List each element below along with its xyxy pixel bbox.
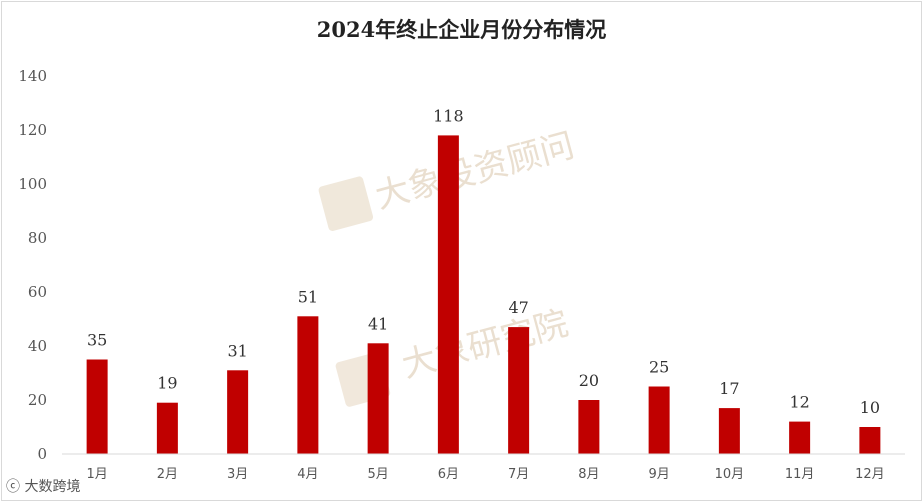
footer-brand-text: 大数跨境: [24, 479, 81, 495]
bar: [789, 421, 811, 454]
x-tick-label: 10月: [715, 467, 745, 482]
data-label: 25: [649, 358, 669, 377]
x-tick-label: 2月: [157, 467, 178, 482]
data-label: 20: [579, 371, 599, 390]
data-label: 17: [719, 379, 739, 398]
y-axis: 0 20 40 60 80 100 120 140: [18, 67, 47, 463]
watermark-text-2: 大象研究院: [398, 303, 573, 386]
y-tick-label: 120: [18, 121, 47, 139]
x-tick-label: 4月: [297, 467, 318, 482]
bar: [367, 343, 389, 454]
x-tick-label: 3月: [227, 467, 248, 482]
bars: 35 19 31 51 41 118 47 20 25 17 12 10: [86, 106, 881, 454]
data-label: 35: [87, 331, 107, 350]
y-tick-label: 20: [28, 391, 47, 409]
bar: [297, 316, 319, 454]
bar: [508, 327, 530, 454]
chart-title: 2024年终止企业月份分布情况: [316, 17, 607, 42]
data-label: 31: [227, 341, 247, 360]
bar: [437, 135, 459, 454]
bar: [648, 386, 670, 454]
watermark-text-1: 大象投资顾问: [371, 125, 578, 216]
data-label: 12: [789, 393, 809, 412]
y-tick-label: 80: [28, 229, 47, 247]
x-tick-label: 8月: [578, 467, 599, 482]
x-tick-label: 6月: [438, 467, 459, 482]
x-tick-label: 1月: [86, 467, 107, 482]
x-tick-label: 9月: [648, 467, 669, 482]
data-label: 19: [157, 374, 177, 393]
y-tick-label: 60: [28, 283, 47, 301]
x-tick-label: 5月: [367, 467, 388, 482]
y-tick-label: 0: [37, 445, 47, 463]
bar: [718, 408, 740, 454]
data-label: 118: [433, 106, 464, 125]
y-tick-label: 40: [28, 337, 47, 355]
bar: [227, 370, 249, 454]
x-tick-label: 12月: [855, 467, 885, 482]
footer-brand: ⓒ 大数跨境: [6, 476, 80, 496]
bar: [859, 427, 881, 454]
bar: [578, 400, 600, 454]
x-tick-label: 7月: [508, 467, 529, 482]
x-tick-label: 11月: [785, 467, 815, 482]
bar: [156, 402, 178, 454]
x-axis: 1月 2月 3月 4月 5月 6月 7月 8月 9月 10月 11月 12月: [86, 467, 884, 482]
data-label: 47: [508, 298, 528, 317]
data-label: 41: [368, 314, 388, 333]
data-label: 51: [298, 287, 318, 306]
brand-logo-icon: ⓒ: [6, 479, 20, 495]
bar: [86, 359, 108, 454]
y-tick-label: 140: [18, 67, 47, 85]
watermark-logo-icon: [318, 176, 374, 231]
data-label: 10: [860, 398, 880, 417]
y-tick-label: 100: [18, 175, 47, 193]
